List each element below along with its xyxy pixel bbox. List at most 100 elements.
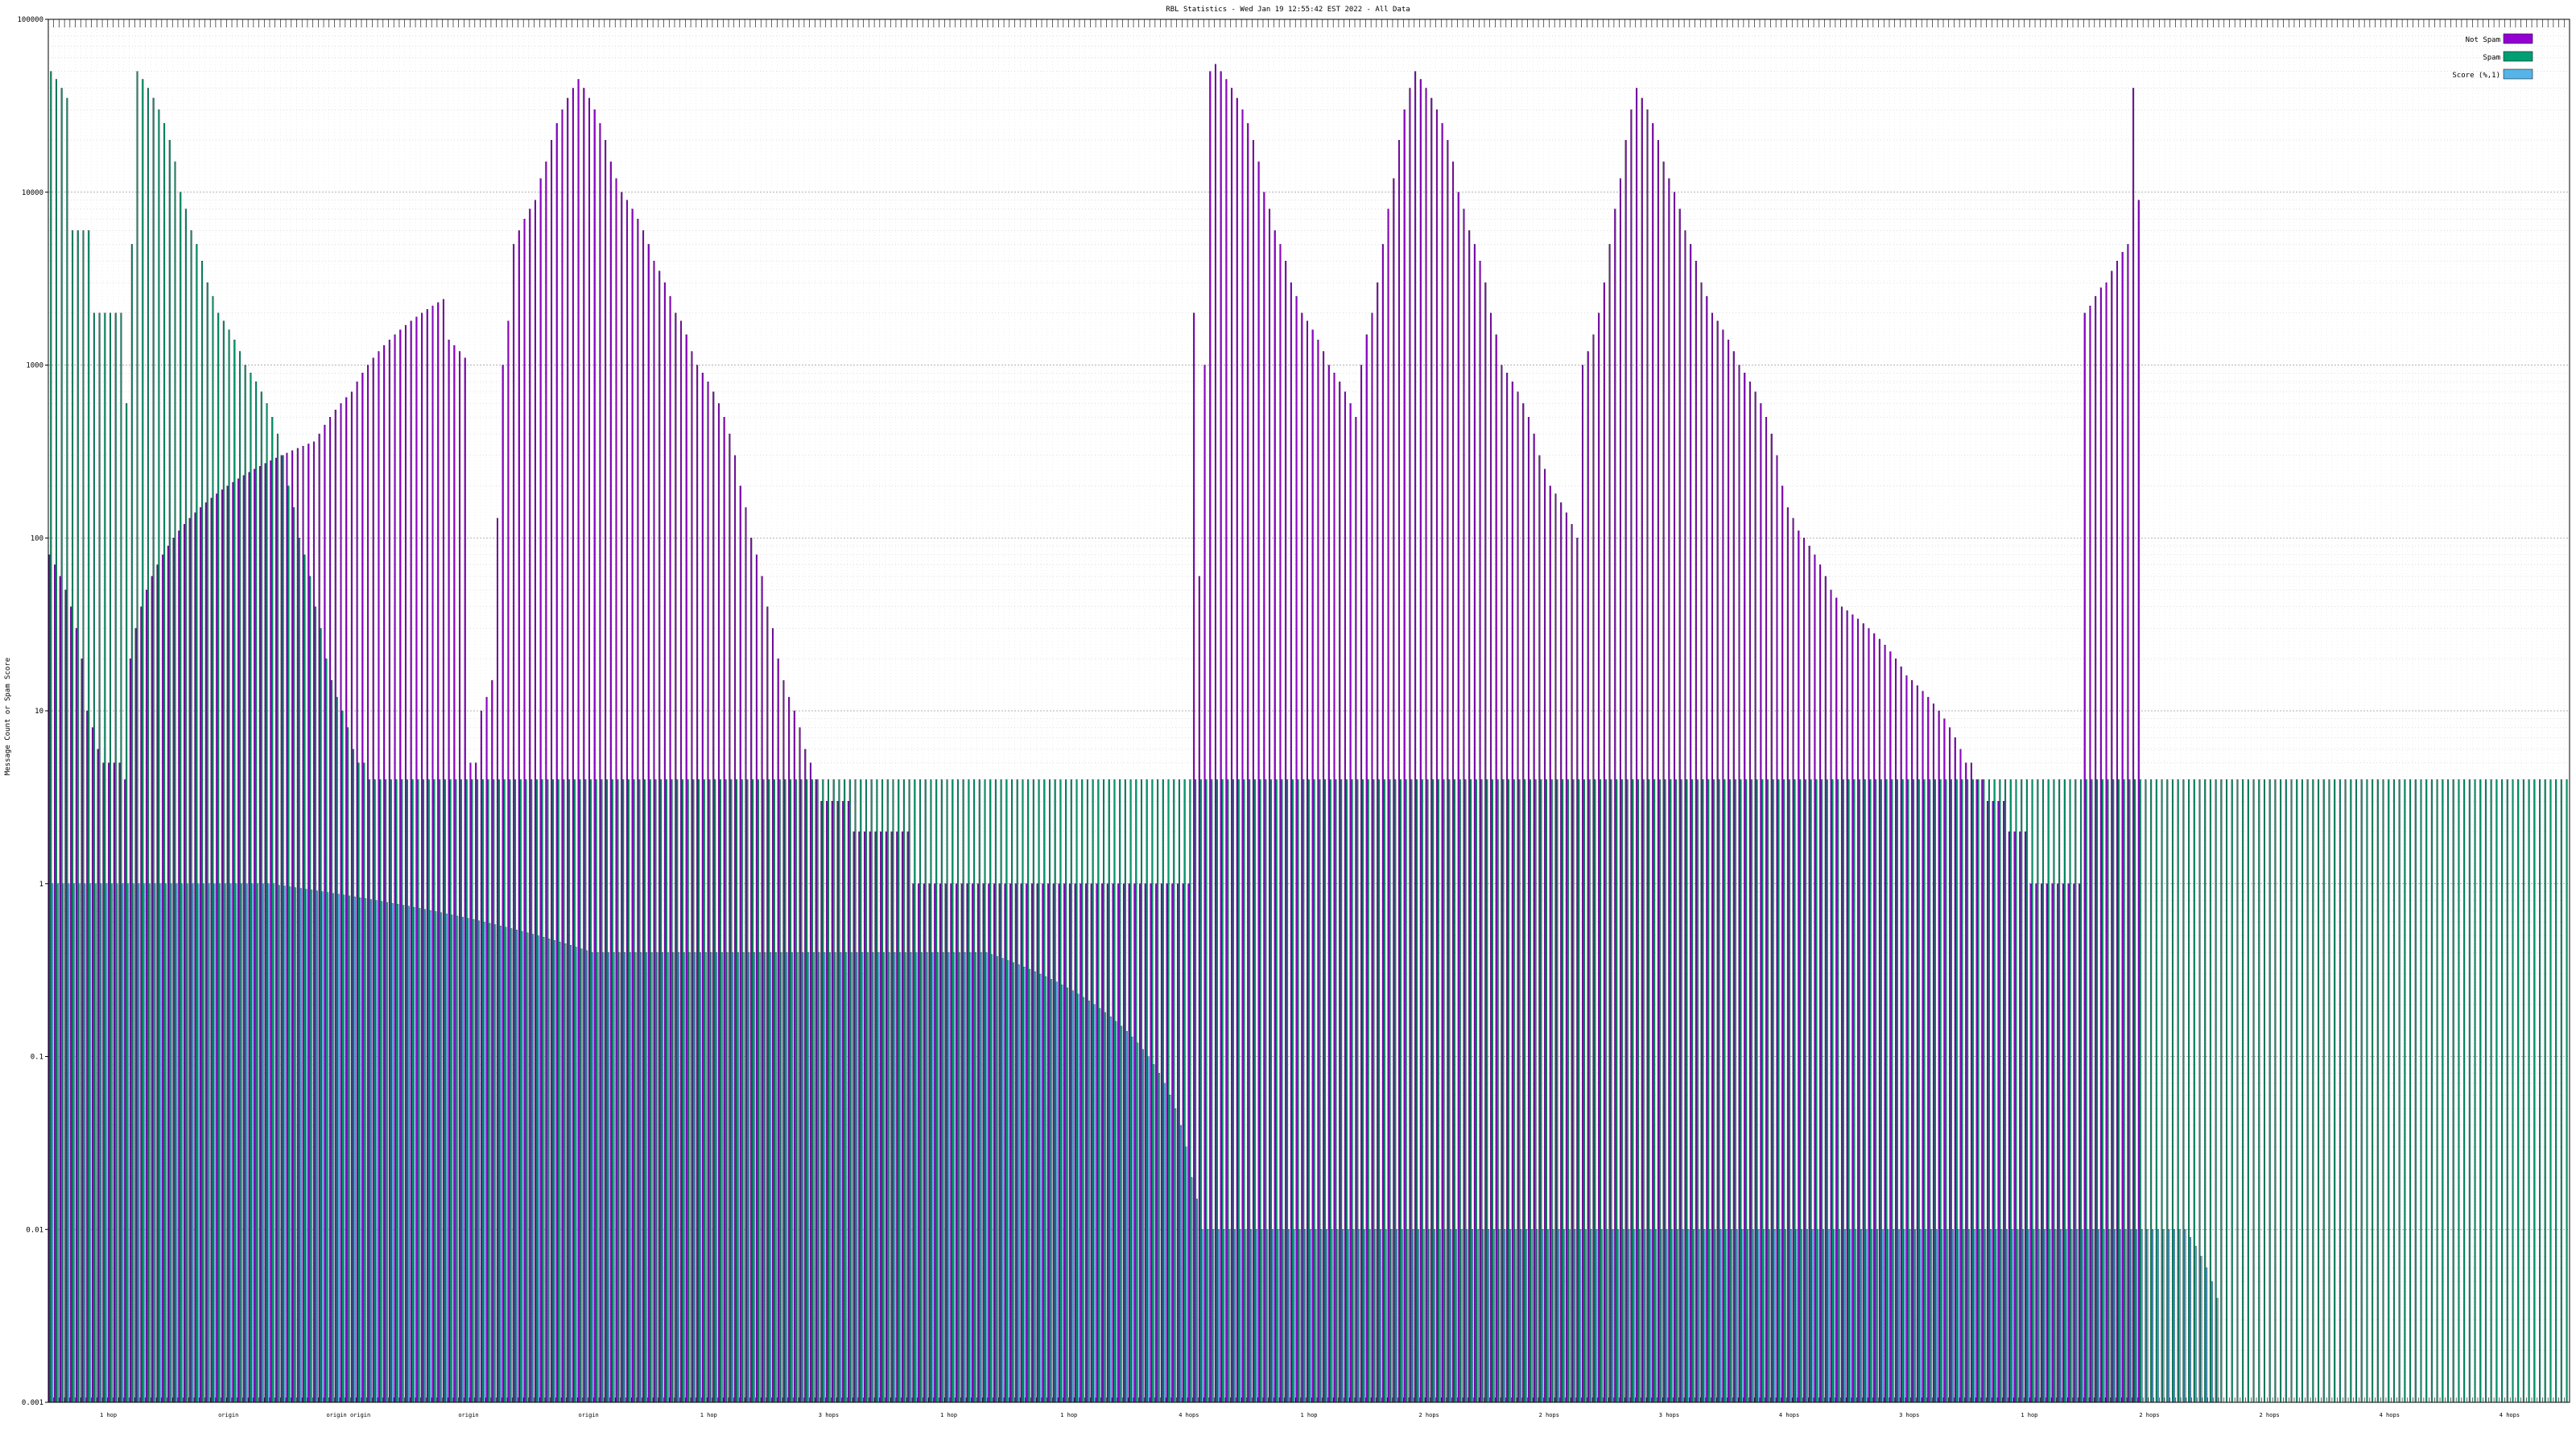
bar-2 [1827, 1229, 1830, 1403]
bar-2 [645, 952, 647, 1403]
bar-0 [404, 324, 407, 1403]
bar-1 [2166, 779, 2169, 1403]
bar-0 [491, 680, 493, 1403]
bar-2 [273, 883, 275, 1403]
bar-1 [287, 485, 290, 1403]
bar-2 [802, 952, 804, 1403]
bar-1 [2404, 779, 2406, 1403]
bar-0 [518, 230, 520, 1403]
bar-2 [1584, 1229, 1587, 1403]
bar-2 [413, 906, 415, 1403]
bar-2 [1147, 1056, 1150, 1403]
bar-0 [545, 161, 547, 1403]
bar-0 [2121, 252, 2124, 1403]
bar-1 [1070, 779, 1072, 1403]
bar-2 [1806, 1229, 1808, 1403]
bar-1 [1556, 779, 1558, 1403]
bar-2 [1660, 1229, 1662, 1403]
bar-2 [720, 952, 723, 1403]
bar-0 [1678, 208, 1681, 1403]
bar-1 [1745, 779, 1748, 1403]
bar-0 [1652, 123, 1654, 1403]
bar-2 [2216, 1298, 2219, 1403]
bar-0 [1435, 109, 1438, 1403]
bar-1 [2414, 779, 2417, 1403]
bar-1 [2512, 779, 2514, 1403]
bar-1 [2528, 779, 2530, 1403]
bar-0 [167, 545, 169, 1403]
bar-1 [968, 779, 970, 1403]
bar-2 [1088, 1001, 1090, 1403]
bar-1 [714, 779, 716, 1403]
bar-0 [1517, 391, 1519, 1403]
bar-1 [2015, 779, 2017, 1403]
x-category-label: 3 hops [819, 1412, 839, 1418]
bar-2 [564, 943, 567, 1403]
bar-0 [140, 606, 142, 1403]
bar-0 [918, 883, 920, 1403]
bar-2 [2178, 1229, 2181, 1403]
bar-2 [1115, 1021, 1117, 1403]
bar-0 [258, 465, 261, 1403]
bar-2 [1379, 1229, 1382, 1403]
bar-2 [1514, 1229, 1517, 1403]
bar-0 [1377, 282, 1379, 1403]
bar-1 [2506, 779, 2508, 1403]
bar-0 [1036, 883, 1038, 1403]
bar-2 [515, 930, 518, 1403]
bar-2 [2184, 1229, 2186, 1403]
bar-2 [1174, 1108, 1177, 1403]
bar-2 [953, 952, 956, 1403]
bar-1 [1718, 779, 1720, 1403]
bar-0 [1538, 455, 1541, 1403]
x-category-label: 2 hops [2139, 1412, 2159, 1418]
bar-1 [1443, 779, 1445, 1403]
bar-1 [1054, 779, 1056, 1403]
legend-swatch [2503, 33, 2533, 44]
bar-2 [1023, 966, 1026, 1403]
bar-0 [1182, 883, 1184, 1403]
bar-1 [1885, 779, 1888, 1403]
bar-0 [1630, 109, 1633, 1403]
bar-2 [2168, 1229, 2170, 1403]
bar-1 [1329, 779, 1331, 1403]
bar-2 [1757, 1229, 1760, 1403]
bar-0 [1970, 762, 1972, 1403]
bar-2 [1649, 1229, 1652, 1403]
bar-0 [356, 382, 358, 1403]
bar-2 [845, 952, 848, 1403]
bar-2 [68, 883, 70, 1403]
bar-0 [734, 455, 737, 1403]
bar-0 [609, 161, 612, 1403]
bar-1 [417, 779, 419, 1403]
bar-2 [84, 883, 86, 1403]
bar-1 [687, 779, 689, 1403]
bar-2 [662, 952, 664, 1403]
bar-2 [2000, 1229, 2003, 1403]
bar-1 [2409, 779, 2412, 1403]
bar-1 [838, 779, 840, 1403]
bar-0 [54, 564, 56, 1403]
bar-2 [148, 883, 151, 1403]
bar-1 [1977, 779, 1979, 1403]
bar-0 [334, 410, 336, 1403]
bar-1 [298, 538, 300, 1403]
bar-1 [2145, 779, 2147, 1403]
bar-2 [397, 904, 399, 1403]
bar-0 [1080, 883, 1082, 1403]
bar-0 [507, 320, 510, 1403]
bar-1 [341, 710, 344, 1403]
bar-2 [1304, 1229, 1307, 1403]
bar-2 [575, 947, 577, 1403]
bar-0 [361, 373, 364, 1403]
bar-1 [2430, 779, 2433, 1403]
bar-1 [1929, 779, 1931, 1403]
bar-0 [1096, 883, 1098, 1403]
bar-1 [1691, 779, 1694, 1403]
bar-1 [82, 230, 85, 1403]
x-tick-labels: 1 hop origin origin origin origin origin 1 ho… [100, 1412, 2520, 1418]
bar-0 [1128, 883, 1130, 1403]
bar-2 [1563, 1229, 1566, 1403]
bar-0 [1468, 230, 1471, 1403]
bar-1 [1891, 779, 1893, 1403]
